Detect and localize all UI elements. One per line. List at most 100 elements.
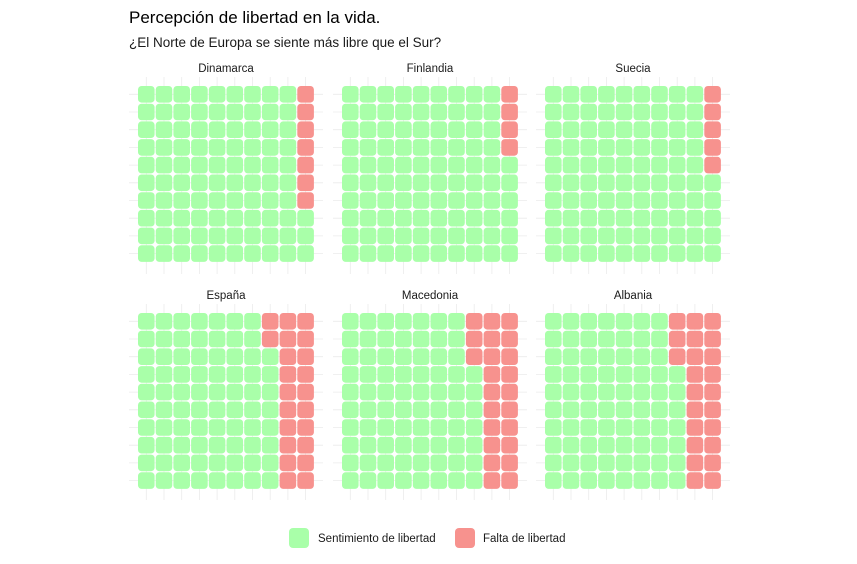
waffle-square-libertad bbox=[430, 209, 448, 227]
waffle-square-libertad bbox=[668, 401, 686, 419]
waffle-square-libertad bbox=[226, 139, 244, 156]
waffle-square-libertad bbox=[562, 103, 580, 121]
waffle-square-libertad bbox=[615, 436, 633, 454]
waffle-square-falta bbox=[483, 348, 501, 365]
waffle-square-libertad bbox=[465, 419, 483, 436]
waffle-square-libertad bbox=[412, 245, 430, 262]
waffle-square-libertad bbox=[704, 209, 721, 227]
waffle-square-libertad bbox=[545, 366, 562, 383]
waffle-square-libertad bbox=[483, 139, 501, 156]
waffle-square-libertad bbox=[342, 121, 359, 138]
waffle-square-libertad bbox=[208, 454, 226, 472]
waffle-square-libertad bbox=[173, 174, 190, 192]
waffle-square-falta bbox=[668, 330, 686, 348]
waffle-square-libertad bbox=[633, 121, 651, 138]
panel-title: Suecia bbox=[615, 63, 651, 75]
waffle-square-libertad bbox=[562, 192, 580, 209]
waffle-square-libertad bbox=[448, 330, 465, 348]
waffle-square-falta bbox=[297, 192, 314, 209]
waffle-square-falta bbox=[501, 436, 518, 454]
waffle-square-libertad bbox=[155, 227, 173, 245]
waffle-square-libertad bbox=[208, 139, 226, 156]
waffle-square-libertad bbox=[580, 86, 597, 103]
waffle-square-falta bbox=[297, 454, 314, 472]
legend-label-falta: Falta de libertad bbox=[483, 533, 565, 545]
waffle-square-libertad bbox=[545, 383, 562, 401]
waffle-square-libertad bbox=[651, 103, 668, 121]
waffle-square-libertad bbox=[279, 245, 297, 262]
waffle-square-libertad bbox=[377, 366, 394, 383]
waffle-square-libertad bbox=[208, 86, 226, 103]
waffle-square-libertad bbox=[173, 313, 190, 330]
waffle-square-libertad bbox=[430, 401, 448, 419]
panel-españa: España bbox=[129, 290, 323, 500]
waffle-square-libertad bbox=[173, 156, 190, 174]
waffle-square-libertad bbox=[412, 313, 430, 330]
waffle-square-falta bbox=[297, 401, 314, 419]
waffle-square-libertad bbox=[448, 227, 465, 245]
waffle-square-libertad bbox=[562, 313, 580, 330]
waffle-square-libertad bbox=[261, 121, 279, 138]
waffle-square-falta bbox=[297, 348, 314, 365]
waffle-square-libertad bbox=[668, 366, 686, 383]
waffle-square-libertad bbox=[377, 227, 394, 245]
waffle-square-libertad bbox=[297, 209, 314, 227]
waffle-square-libertad bbox=[633, 192, 651, 209]
waffle-square-libertad bbox=[226, 209, 244, 227]
waffle-square-falta bbox=[279, 366, 297, 383]
waffle-square-libertad bbox=[395, 209, 412, 227]
waffle-square-falta bbox=[279, 383, 297, 401]
waffle-square-falta bbox=[279, 454, 297, 472]
waffle-square-libertad bbox=[208, 227, 226, 245]
waffle-square-libertad bbox=[155, 419, 173, 436]
waffle-square-libertad bbox=[465, 86, 483, 103]
waffle-square-libertad bbox=[244, 401, 261, 419]
waffle-square-libertad bbox=[244, 192, 261, 209]
waffle-square-libertad bbox=[261, 245, 279, 262]
waffle-square-libertad bbox=[580, 156, 597, 174]
waffle-square-libertad bbox=[651, 139, 668, 156]
waffle-square-libertad bbox=[261, 454, 279, 472]
waffle-square-libertad bbox=[412, 472, 430, 489]
waffle-square-libertad bbox=[173, 139, 190, 156]
waffle-square-libertad bbox=[448, 174, 465, 192]
waffle-square-falta bbox=[297, 86, 314, 103]
waffle-square-libertad bbox=[545, 121, 562, 138]
waffle-square-falta bbox=[704, 436, 721, 454]
waffle-square-libertad bbox=[633, 139, 651, 156]
waffle-square-libertad bbox=[580, 227, 597, 245]
waffle-square-falta bbox=[261, 330, 279, 348]
waffle-square-libertad bbox=[651, 156, 668, 174]
waffle-square-libertad bbox=[465, 472, 483, 489]
waffle-square-libertad bbox=[430, 156, 448, 174]
waffle-square-libertad bbox=[342, 436, 359, 454]
waffle-square-falta bbox=[297, 103, 314, 121]
waffle-square-libertad bbox=[359, 227, 377, 245]
waffle-square-libertad bbox=[377, 192, 394, 209]
waffle-square-libertad bbox=[668, 192, 686, 209]
waffle-square-libertad bbox=[342, 139, 359, 156]
waffle-square-libertad bbox=[244, 209, 261, 227]
waffle-square-libertad bbox=[545, 139, 562, 156]
waffle-square-libertad bbox=[615, 313, 633, 330]
waffle-square-libertad bbox=[545, 103, 562, 121]
waffle-square-falta bbox=[501, 401, 518, 419]
waffle-square-libertad bbox=[208, 103, 226, 121]
waffle-square-falta bbox=[686, 419, 704, 436]
waffle-square-libertad bbox=[704, 245, 721, 262]
waffle-square-libertad bbox=[651, 472, 668, 489]
waffle-square-libertad bbox=[138, 121, 155, 138]
waffle-square-libertad bbox=[562, 419, 580, 436]
waffle-square-libertad bbox=[615, 156, 633, 174]
waffle-square-libertad bbox=[138, 156, 155, 174]
panel-title: Finlandia bbox=[407, 63, 454, 75]
waffle-square-libertad bbox=[226, 156, 244, 174]
waffle-square-falta bbox=[501, 103, 518, 121]
waffle-square-libertad bbox=[208, 383, 226, 401]
waffle-square-libertad bbox=[395, 174, 412, 192]
waffle-square-falta bbox=[501, 419, 518, 436]
waffle-square-libertad bbox=[226, 454, 244, 472]
panel-dinamarca: Dinamarca bbox=[129, 63, 323, 274]
waffle-square-libertad bbox=[395, 454, 412, 472]
waffle-square-libertad bbox=[598, 436, 615, 454]
